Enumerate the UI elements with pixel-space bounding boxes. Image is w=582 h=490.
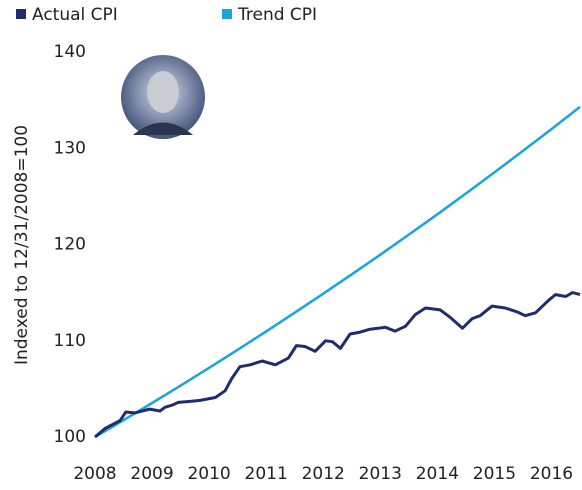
x-tick-label: 2011 — [245, 464, 288, 484]
x-tick-label: 2015 — [473, 464, 516, 484]
x-tick-label: 2009 — [130, 464, 173, 484]
y-tick-label: 100 — [54, 427, 86, 447]
x-tick-label: 2008 — [73, 464, 116, 484]
y-axis-label: Indexed to 12/31/2008=100 — [12, 125, 32, 365]
x-tick-label: 2013 — [359, 464, 402, 484]
x-tick-label: 2014 — [416, 464, 459, 484]
y-tick-label: 130 — [54, 138, 86, 158]
y-tick-label: 120 — [54, 235, 86, 255]
legend-label: Actual CPI — [32, 5, 118, 25]
x-tick-label: 2010 — [187, 464, 230, 484]
series-line — [94, 105, 581, 439]
series-line — [94, 291, 581, 439]
legend-label: Trend CPI — [237, 5, 317, 25]
x-tick-label: 2016 — [530, 464, 573, 484]
legend-swatch — [16, 9, 26, 19]
x-tick-label: 2012 — [302, 464, 345, 484]
y-tick-label: 140 — [54, 42, 86, 62]
y-tick-label: 110 — [54, 331, 86, 351]
legend-swatch — [222, 9, 232, 19]
portrait — [121, 55, 205, 139]
